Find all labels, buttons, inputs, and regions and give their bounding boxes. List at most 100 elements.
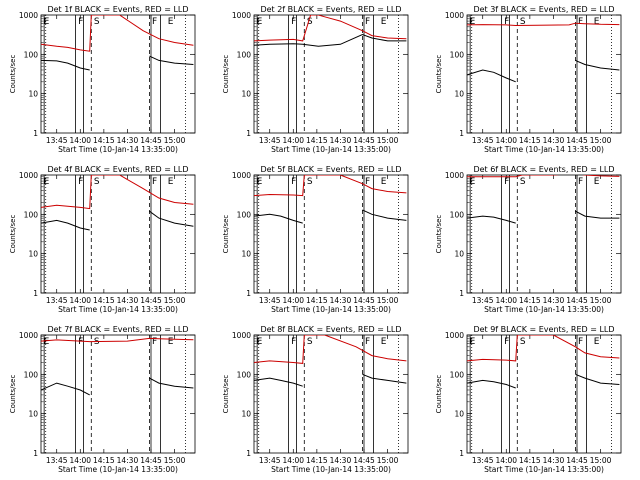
y-tick-label: 100 (450, 50, 465, 59)
mode-marker-label: S (94, 17, 100, 27)
x-tick-label: 14:00 (495, 136, 517, 145)
mode-marker-label: F (291, 177, 296, 187)
mode-marker-label: E (381, 177, 387, 187)
mode-marker-label: F (578, 337, 583, 347)
series-line-lld (467, 175, 620, 178)
mode-marker-label: E (257, 337, 263, 347)
mode-marker-label: S (520, 177, 526, 187)
y-tick-label: 1 (459, 129, 464, 138)
mode-marker-label: F (504, 17, 509, 27)
x-axis-label: Start Time (10-Jan-14 13:35:00) (58, 465, 178, 474)
mode-marker-label: E (44, 17, 50, 27)
series-line-events (467, 373, 620, 389)
x-tick-label: 14:45 (566, 136, 588, 145)
mode-marker-label: S (307, 17, 313, 27)
x-axis-label: Start Time (10-Jan-14 13:35:00) (484, 145, 604, 154)
mode-marker-label: E (381, 337, 387, 347)
mode-marker-label: E (470, 17, 476, 27)
x-tick-label: 13:45 (46, 136, 68, 145)
x-tick-label: 15:00 (164, 136, 186, 145)
mode-marker-label: E (44, 337, 50, 347)
x-tick-label: 15:00 (590, 296, 612, 305)
y-tick-label: 10 (28, 250, 38, 259)
x-tick-label: 14:30 (330, 296, 352, 305)
chart-title: Det 3f BLACK = Events, RED = LLD (473, 5, 614, 14)
x-tick-label: 14:00 (282, 296, 304, 305)
x-tick-label: 14:30 (543, 456, 565, 465)
x-axis-label: Start Time (10-Jan-14 13:35:00) (271, 465, 391, 474)
x-tick-label: 14:00 (69, 296, 91, 305)
chart-panel-8: Det 8f BLACK = Events, RED = LLD 1 10 100 10… (222, 325, 409, 474)
y-tick-label: 100 (24, 210, 39, 219)
series-line-lld (254, 15, 407, 42)
y-axis-label: Counts/sec (222, 55, 230, 94)
chart-title: Det 1f BLACK = Events, RED = LLD (47, 5, 188, 14)
mode-marker-label: E (168, 177, 174, 187)
x-tick-label: 14:45 (353, 456, 375, 465)
x-tick-label: 13:45 (259, 296, 281, 305)
mode-marker-label: E (168, 337, 174, 347)
mode-marker-label: S (307, 337, 313, 347)
mode-marker-label: E (470, 337, 476, 347)
mode-marker-label: F (578, 177, 583, 187)
y-axis-label: Counts/sec (222, 215, 230, 254)
y-tick-label: 1 (246, 449, 251, 458)
mode-marker-label: F (152, 177, 157, 187)
x-tick-label: 15:00 (377, 296, 399, 305)
series-line-events (254, 373, 407, 387)
x-axis-label: Start Time (10-Jan-14 13:35:00) (271, 145, 391, 154)
series-line-lld (467, 22, 620, 27)
y-tick-label: 10 (241, 250, 251, 259)
mode-marker-label: E (381, 17, 387, 27)
mode-marker-label: E (470, 177, 476, 187)
chart-panel-5: Det 5f BLACK = Events, RED = LLD 1 10 100 10… (222, 165, 409, 314)
x-tick-label: 14:00 (495, 456, 517, 465)
x-tick-label: 14:15 (306, 296, 328, 305)
chart-title: Det 9f BLACK = Events, RED = LLD (473, 325, 614, 334)
y-tick-label: 1 (33, 129, 38, 138)
x-tick-label: 14:30 (330, 136, 352, 145)
chart-panel-6: Det 6f BLACK = Events, RED = LLD 1 10 100 10… (435, 165, 622, 314)
x-tick-label: 14:45 (353, 136, 375, 145)
y-tick-label: 10 (241, 90, 251, 99)
x-axis-label: Start Time (10-Jan-14 13:35:00) (58, 305, 178, 314)
mode-marker-label: E (257, 177, 263, 187)
x-tick-label: 14:00 (282, 456, 304, 465)
x-tick-label: 14:15 (306, 456, 328, 465)
mode-marker-label: S (307, 177, 313, 187)
mode-marker-label: E (594, 337, 600, 347)
x-tick-label: 14:45 (140, 136, 162, 145)
series-line-events (254, 209, 407, 224)
x-tick-label: 14:15 (93, 296, 115, 305)
chart-panel-2: Det 2f BLACK = Events, RED = LLD 1 10 100 10… (222, 5, 409, 154)
y-tick-label: 10 (454, 250, 464, 259)
y-axis-label: Counts/sec (435, 215, 443, 254)
series-line-events (41, 377, 194, 396)
x-tick-label: 13:45 (472, 136, 494, 145)
y-axis-label: Counts/sec (9, 215, 17, 254)
mode-marker-label: F (152, 337, 157, 347)
x-tick-label: 13:45 (46, 456, 68, 465)
y-tick-label: 1 (33, 449, 38, 458)
y-tick-label: 10 (454, 410, 464, 419)
y-tick-label: 1000 (19, 331, 38, 340)
mode-marker-label: F (78, 337, 83, 347)
x-tick-label: 13:45 (472, 456, 494, 465)
plot-frame (40, 334, 196, 454)
y-tick-label: 10 (28, 410, 38, 419)
chart-panel-9: Det 9f BLACK = Events, RED = LLD 1 10 100 10… (435, 325, 622, 474)
y-tick-label: 1 (246, 289, 251, 298)
x-tick-label: 14:45 (566, 296, 588, 305)
x-tick-label: 14:45 (353, 296, 375, 305)
y-axis-label: Counts/sec (9, 375, 17, 414)
series-line-events (41, 55, 194, 71)
mode-marker-label: F (365, 177, 370, 187)
x-tick-label: 14:15 (93, 136, 115, 145)
x-tick-label: 13:45 (46, 296, 68, 305)
series-line-events (254, 33, 407, 47)
x-tick-label: 14:30 (117, 136, 139, 145)
mode-marker-label: S (520, 337, 526, 347)
mode-marker-label: F (365, 337, 370, 347)
y-tick-label: 1000 (19, 11, 38, 20)
